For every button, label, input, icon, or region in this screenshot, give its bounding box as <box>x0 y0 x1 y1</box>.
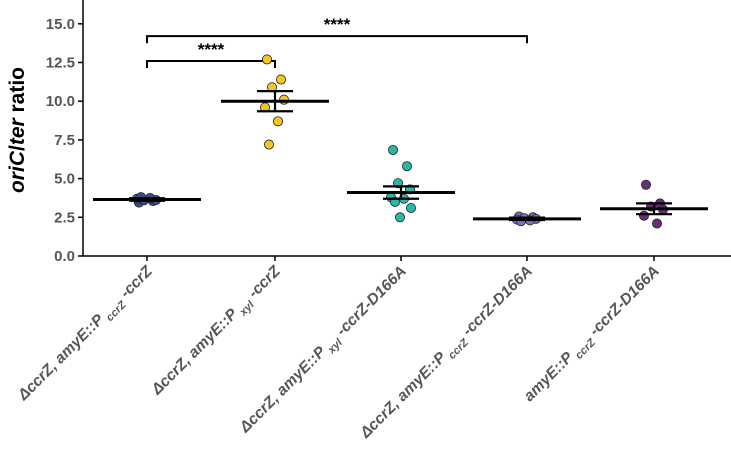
data-point <box>272 116 283 127</box>
significance-bracket <box>146 59 276 68</box>
data-point <box>405 203 416 214</box>
data-point <box>275 74 286 85</box>
y-tick-label: 5.0 <box>54 171 75 188</box>
y-tick-label: 0.0 <box>54 248 75 265</box>
data-point <box>641 179 652 190</box>
x-category-label: amyE::P ccrZ -ccrZ-D166A <box>521 263 666 408</box>
data-points <box>131 54 669 229</box>
significance-label: **** <box>198 40 225 59</box>
y-axis-label: oriC/ter ratio <box>6 67 29 193</box>
data-point <box>263 139 274 150</box>
data-point <box>401 161 412 172</box>
data-point <box>652 218 663 229</box>
data-point <box>639 210 650 221</box>
y-ticks: 0.0 2.5 5.0 7.5 10.0 12.5 15.0 <box>46 16 83 265</box>
significance-label: **** <box>324 15 351 34</box>
data-point <box>261 54 272 65</box>
y-tick-label: 15.0 <box>46 16 75 33</box>
axes <box>82 0 731 257</box>
y-tick-label: 12.5 <box>46 55 75 72</box>
data-point <box>387 144 398 155</box>
x-category-label: ΔccrZ, amyE::P ccrZ -ccrZ <box>14 262 159 407</box>
significance-brackets: **** **** <box>146 15 528 68</box>
y-tick-label: 2.5 <box>54 209 75 226</box>
data-point <box>394 212 405 223</box>
data-point <box>278 94 289 105</box>
mean-sem-bars <box>93 90 708 222</box>
y-tick-label: 7.5 <box>54 132 75 149</box>
x-category-label: ΔccrZ, amyE::P xyl -ccrZ <box>148 262 287 401</box>
y-tick-label: 10.0 <box>46 93 75 110</box>
significance-bracket <box>146 35 528 44</box>
